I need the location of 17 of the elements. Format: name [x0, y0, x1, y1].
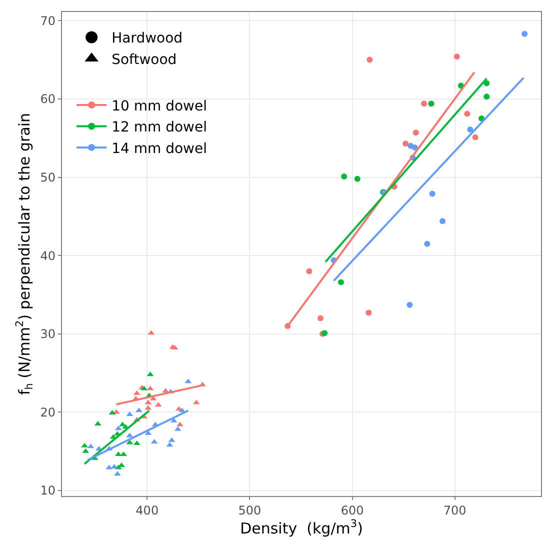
legend-label: Hardwood — [112, 30, 183, 47]
legend-label: 10 mm dowel — [112, 98, 207, 114]
legend-label: Softwood — [112, 52, 177, 68]
x-tick-label: 400 — [136, 504, 159, 518]
legend-label: 12 mm dowel — [112, 120, 207, 136]
y-tick-label: 40 — [40, 248, 56, 263]
x-tick-label: 700 — [443, 504, 466, 518]
x-tick-label: 600 — [340, 504, 364, 518]
y-tick-label: 10 — [40, 484, 56, 498]
y-tick-label: 20 — [40, 405, 56, 420]
x-axis-title: Density (kg/m$^{3}$) — [240, 518, 363, 538]
y-tick-label: 50 — [40, 170, 56, 184]
y-tick-label: 70 — [40, 14, 56, 28]
x-tick-label: 500 — [238, 504, 262, 518]
y-tick-label: 60 — [40, 92, 56, 106]
y-tick-label: 30 — [40, 327, 56, 342]
legend-label: 14 mm dowel — [112, 140, 207, 157]
